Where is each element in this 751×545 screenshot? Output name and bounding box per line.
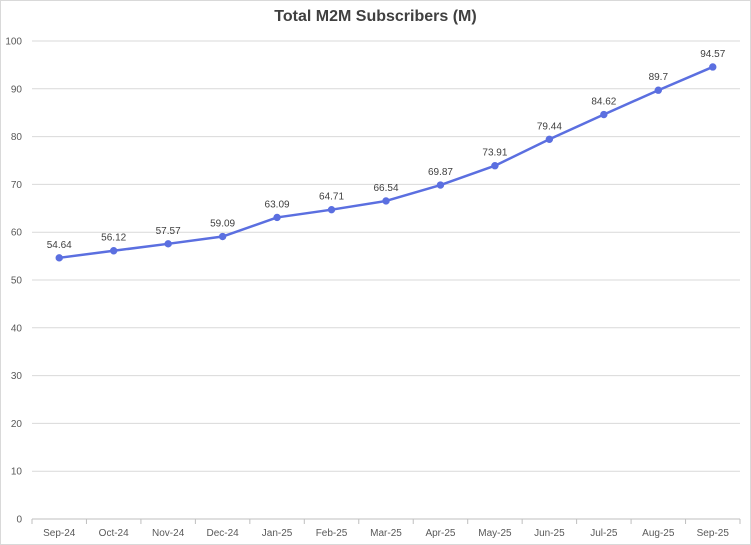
- data-point: [55, 254, 63, 262]
- y-tick-label: 0: [16, 515, 22, 526]
- data-label: 64.71: [319, 192, 344, 203]
- data-label: 66.54: [373, 183, 398, 194]
- y-tick-label: 50: [11, 276, 23, 287]
- series: [55, 63, 717, 262]
- y-tick-label: 60: [11, 228, 23, 239]
- x-tick-label: Jan-25: [262, 528, 293, 539]
- y-tick-label: 100: [5, 37, 22, 48]
- data-label: 56.12: [101, 233, 126, 244]
- data-label: 89.7: [649, 72, 669, 83]
- y-tick-label: 80: [11, 132, 23, 143]
- data-point: [273, 213, 281, 222]
- data-point: [545, 135, 554, 143]
- y-tick-label: 90: [11, 84, 23, 95]
- x-tick-label: Aug-25: [642, 528, 675, 539]
- x-tick-label: Jul-25: [590, 528, 618, 539]
- y-tick-label: 40: [11, 323, 23, 334]
- data-point: [218, 232, 227, 241]
- data-point: [654, 86, 663, 94]
- y-tick-label: 20: [11, 419, 23, 430]
- x-tick-label: Feb-25: [316, 528, 348, 539]
- data-label: 94.57: [700, 49, 725, 60]
- y-tick-label: 30: [11, 371, 23, 382]
- data-point: [600, 110, 608, 119]
- gridlines: [32, 40, 740, 472]
- data-label: 59.09: [210, 219, 235, 230]
- x-tick-label: Sep-25: [697, 528, 730, 539]
- data-label: 73.91: [482, 148, 507, 159]
- data-point: [491, 162, 499, 170]
- data-label: 54.64: [47, 240, 72, 251]
- chart-title: Total M2M Subscribers (M): [274, 8, 477, 25]
- x-tick-label: Nov-24: [152, 528, 185, 539]
- data-point: [382, 197, 390, 205]
- x-tick-label: Jun-25: [534, 528, 565, 539]
- data-point: [709, 63, 717, 71]
- x-tick-label: Mar-25: [370, 528, 402, 539]
- data-labels: 54.64 56.12 57.57 59.09 63.09 64.71 66.54 69.87…: [47, 49, 726, 251]
- data-point: [109, 247, 118, 255]
- x-tick-label: Dec-24: [206, 528, 239, 539]
- x-tick-label: Sep-24: [43, 528, 76, 539]
- data-point: [327, 205, 336, 214]
- data-label: 84.62: [591, 97, 616, 108]
- x-tick-label: Apr-25: [425, 528, 455, 539]
- data-label: 63.09: [265, 199, 290, 210]
- data-point: [164, 240, 172, 248]
- axes: 0 10 20 30 40 50 60 70 80 90 100 Sep-24 Oct-24 Nov-24…: [5, 37, 741, 539]
- data-label: 79.44: [537, 121, 562, 132]
- y-tick-label: 70: [11, 180, 23, 191]
- data-label: 69.87: [428, 167, 453, 178]
- data-label: 57.57: [156, 226, 181, 237]
- x-tick-label: May-25: [478, 528, 512, 539]
- data-point: [436, 181, 445, 189]
- y-tick-label: 10: [11, 467, 23, 478]
- x-tick-label: Oct-24: [99, 528, 129, 539]
